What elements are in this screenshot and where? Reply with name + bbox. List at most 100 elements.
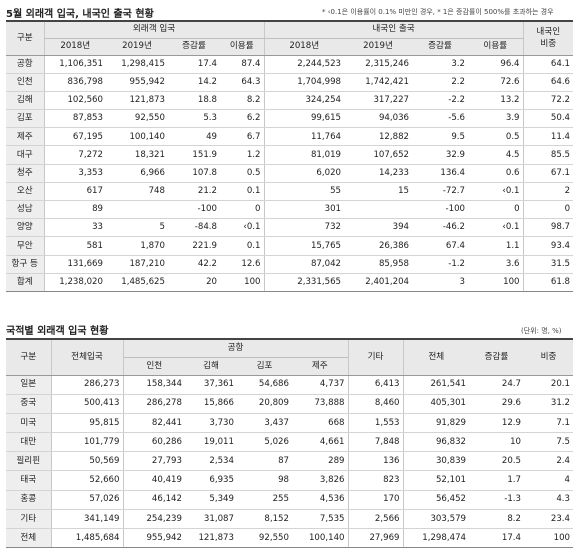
table-cell: 37,361 <box>185 375 237 395</box>
subheader: 이용률 <box>468 38 524 56</box>
table-cell: 1,704,998 <box>263 73 345 92</box>
subheader: 2019년 <box>344 38 413 56</box>
table-cell: ‹0.1 <box>220 218 265 238</box>
table-row: 오산 617 748 21.2 0.1 55 15 -72.7 ‹0.1 2 <box>6 182 574 202</box>
table-cell: 0 <box>522 200 574 220</box>
table-row: 김해 102,560 121,873 18.8 8.2 324,254 317,227 -2.… <box>6 91 574 111</box>
table-cell: 73,888 <box>292 394 349 414</box>
table-cell: 5.3 <box>168 109 220 129</box>
table-cell: 301 <box>263 200 345 220</box>
table-cell: 3,437 <box>237 413 292 434</box>
table-cell: 1.1 <box>468 236 524 256</box>
table-row: 공항 1,106,351 1,298,415 17.4 87.4 2,244,523 2,3… <box>6 55 574 74</box>
table-cell: 3.2 <box>412 55 469 74</box>
table-cell: 30,839 <box>402 451 470 472</box>
table-cell: 7.1 <box>524 413 574 434</box>
subheader: 이용률 <box>220 38 265 56</box>
header-share-line2: 비중 <box>540 39 557 50</box>
table-cell: 9.5 <box>412 127 469 147</box>
table-cell: 24.7 <box>469 375 525 395</box>
table-cell: 91,829 <box>402 413 470 434</box>
table-cell: 99,615 <box>263 109 345 129</box>
row-header: 양양 <box>6 218 44 238</box>
table-cell: -1.2 <box>412 255 469 274</box>
table-cell: 221.9 <box>168 236 220 256</box>
table-row: 홍콩 57,026 46,142 5,349 255 4,536 170 56,452 -1.3… <box>6 490 574 510</box>
header-gubun: 구분 <box>6 339 51 376</box>
table-cell: 29.6 <box>469 394 525 414</box>
subheader-airport: 인천 <box>122 357 185 376</box>
table-cell: 4,536 <box>292 490 349 510</box>
header-share: 비중 <box>524 339 574 376</box>
table-cell: 55 <box>263 182 345 202</box>
table-cell: 14.2 <box>168 73 220 92</box>
table-cell: 93.4 <box>522 236 574 256</box>
table-cell: 131,669 <box>43 255 106 274</box>
table-cell: 7,535 <box>292 509 349 530</box>
header-change: 증감률 <box>469 339 525 376</box>
table-cell: 94,036 <box>344 109 413 129</box>
table-cell: ‹0.1 <box>468 182 524 202</box>
table-cell: 732 <box>263 218 345 238</box>
table-cell: 40,419 <box>122 470 185 491</box>
table-cell: 27,793 <box>122 451 185 472</box>
table-cell: 12,882 <box>344 127 413 147</box>
table-cell: 49 <box>168 127 220 147</box>
table-cell: 98.7 <box>522 218 574 238</box>
table-cell: 100 <box>524 527 574 548</box>
total-row: 합계 1,238,020 1,485,625 20 100 2,331,565 2,401,… <box>6 272 574 292</box>
table-cell: 21.2 <box>168 182 220 202</box>
table-cell: 57,026 <box>50 490 123 510</box>
table-cell: 8.2 <box>469 509 525 530</box>
table-cell: 4,737 <box>292 375 349 395</box>
subheader: 증감률 <box>168 38 220 56</box>
table-cell: 303,579 <box>402 509 470 530</box>
row-header: 전체 <box>6 527 51 548</box>
table-cell: 95,815 <box>50 413 123 434</box>
table-cell: 3,353 <box>43 164 106 183</box>
row-header: 제주 <box>6 127 44 147</box>
row-header: 인천 <box>6 73 44 92</box>
table-cell: 6,020 <box>263 164 345 183</box>
table-cell: 96,832 <box>402 432 470 453</box>
table-cell: 3,730 <box>185 413 237 434</box>
table-cell: 0.1 <box>220 182 265 202</box>
table-cell: 341,149 <box>50 509 123 530</box>
table-cell: 8.2 <box>220 91 265 111</box>
table-cell: 14,233 <box>344 164 413 183</box>
table-cell: -1.3 <box>469 490 525 510</box>
section-title: 국적별 외래객 입국 현황 <box>6 326 109 337</box>
table-row: 항구 등 131,669 187,210 42.2 12.6 87,042 85,958 -1… <box>6 255 574 274</box>
table-cell: 27,969 <box>347 527 404 548</box>
table-cell: 2.2 <box>412 73 469 92</box>
table-row: 대구 7,272 18,321 151.9 1.2 81,019 107,652 32.9 4.… <box>6 145 574 165</box>
table-cell: 1,870 <box>106 236 168 256</box>
table-cell: 254,239 <box>122 509 185 530</box>
table-cell: 1,485,625 <box>106 272 168 292</box>
table-cell: 32.9 <box>412 145 469 165</box>
table-cell: 4.3 <box>524 490 574 510</box>
table-cell: 405,301 <box>402 394 470 414</box>
table-cell: 2,534 <box>185 451 237 472</box>
table-cell: 20 <box>168 272 220 292</box>
table-cell: 15 <box>344 182 413 202</box>
table-row: 미국 95,815 82,441 3,730 3,437 668 1,553 91,829 12… <box>6 413 574 434</box>
table-cell: 12.9 <box>469 413 525 434</box>
row-header: 필리핀 <box>6 451 51 472</box>
table-cell: 2,566 <box>347 509 404 530</box>
table-cell: 6,413 <box>347 375 404 395</box>
table-cell: 617 <box>43 182 106 202</box>
table-cell: 289 <box>292 451 349 472</box>
row-header: 김포 <box>6 109 44 129</box>
airport-traffic-table: 구분 외래객 입국 내국인 출국 내국인 비중 2018년 2019년 증감률 … <box>6 20 574 292</box>
subheader-airport: 제주 <box>292 357 349 376</box>
subheader: 2018년 <box>263 38 345 56</box>
table-cell: 187,210 <box>106 255 168 274</box>
table-cell: 668 <box>292 413 349 434</box>
table-cell: 2,315,246 <box>344 55 413 74</box>
table-row: 양양 33 5 -84.8 ‹0.1 732 394 -46.2 ‹0.1 98.7 <box>6 218 574 238</box>
table-cell: -100 <box>168 200 220 220</box>
table-cell: 50,569 <box>50 451 123 472</box>
header-share-line1: 내국인 <box>536 27 561 38</box>
row-header: 중국 <box>6 394 51 414</box>
